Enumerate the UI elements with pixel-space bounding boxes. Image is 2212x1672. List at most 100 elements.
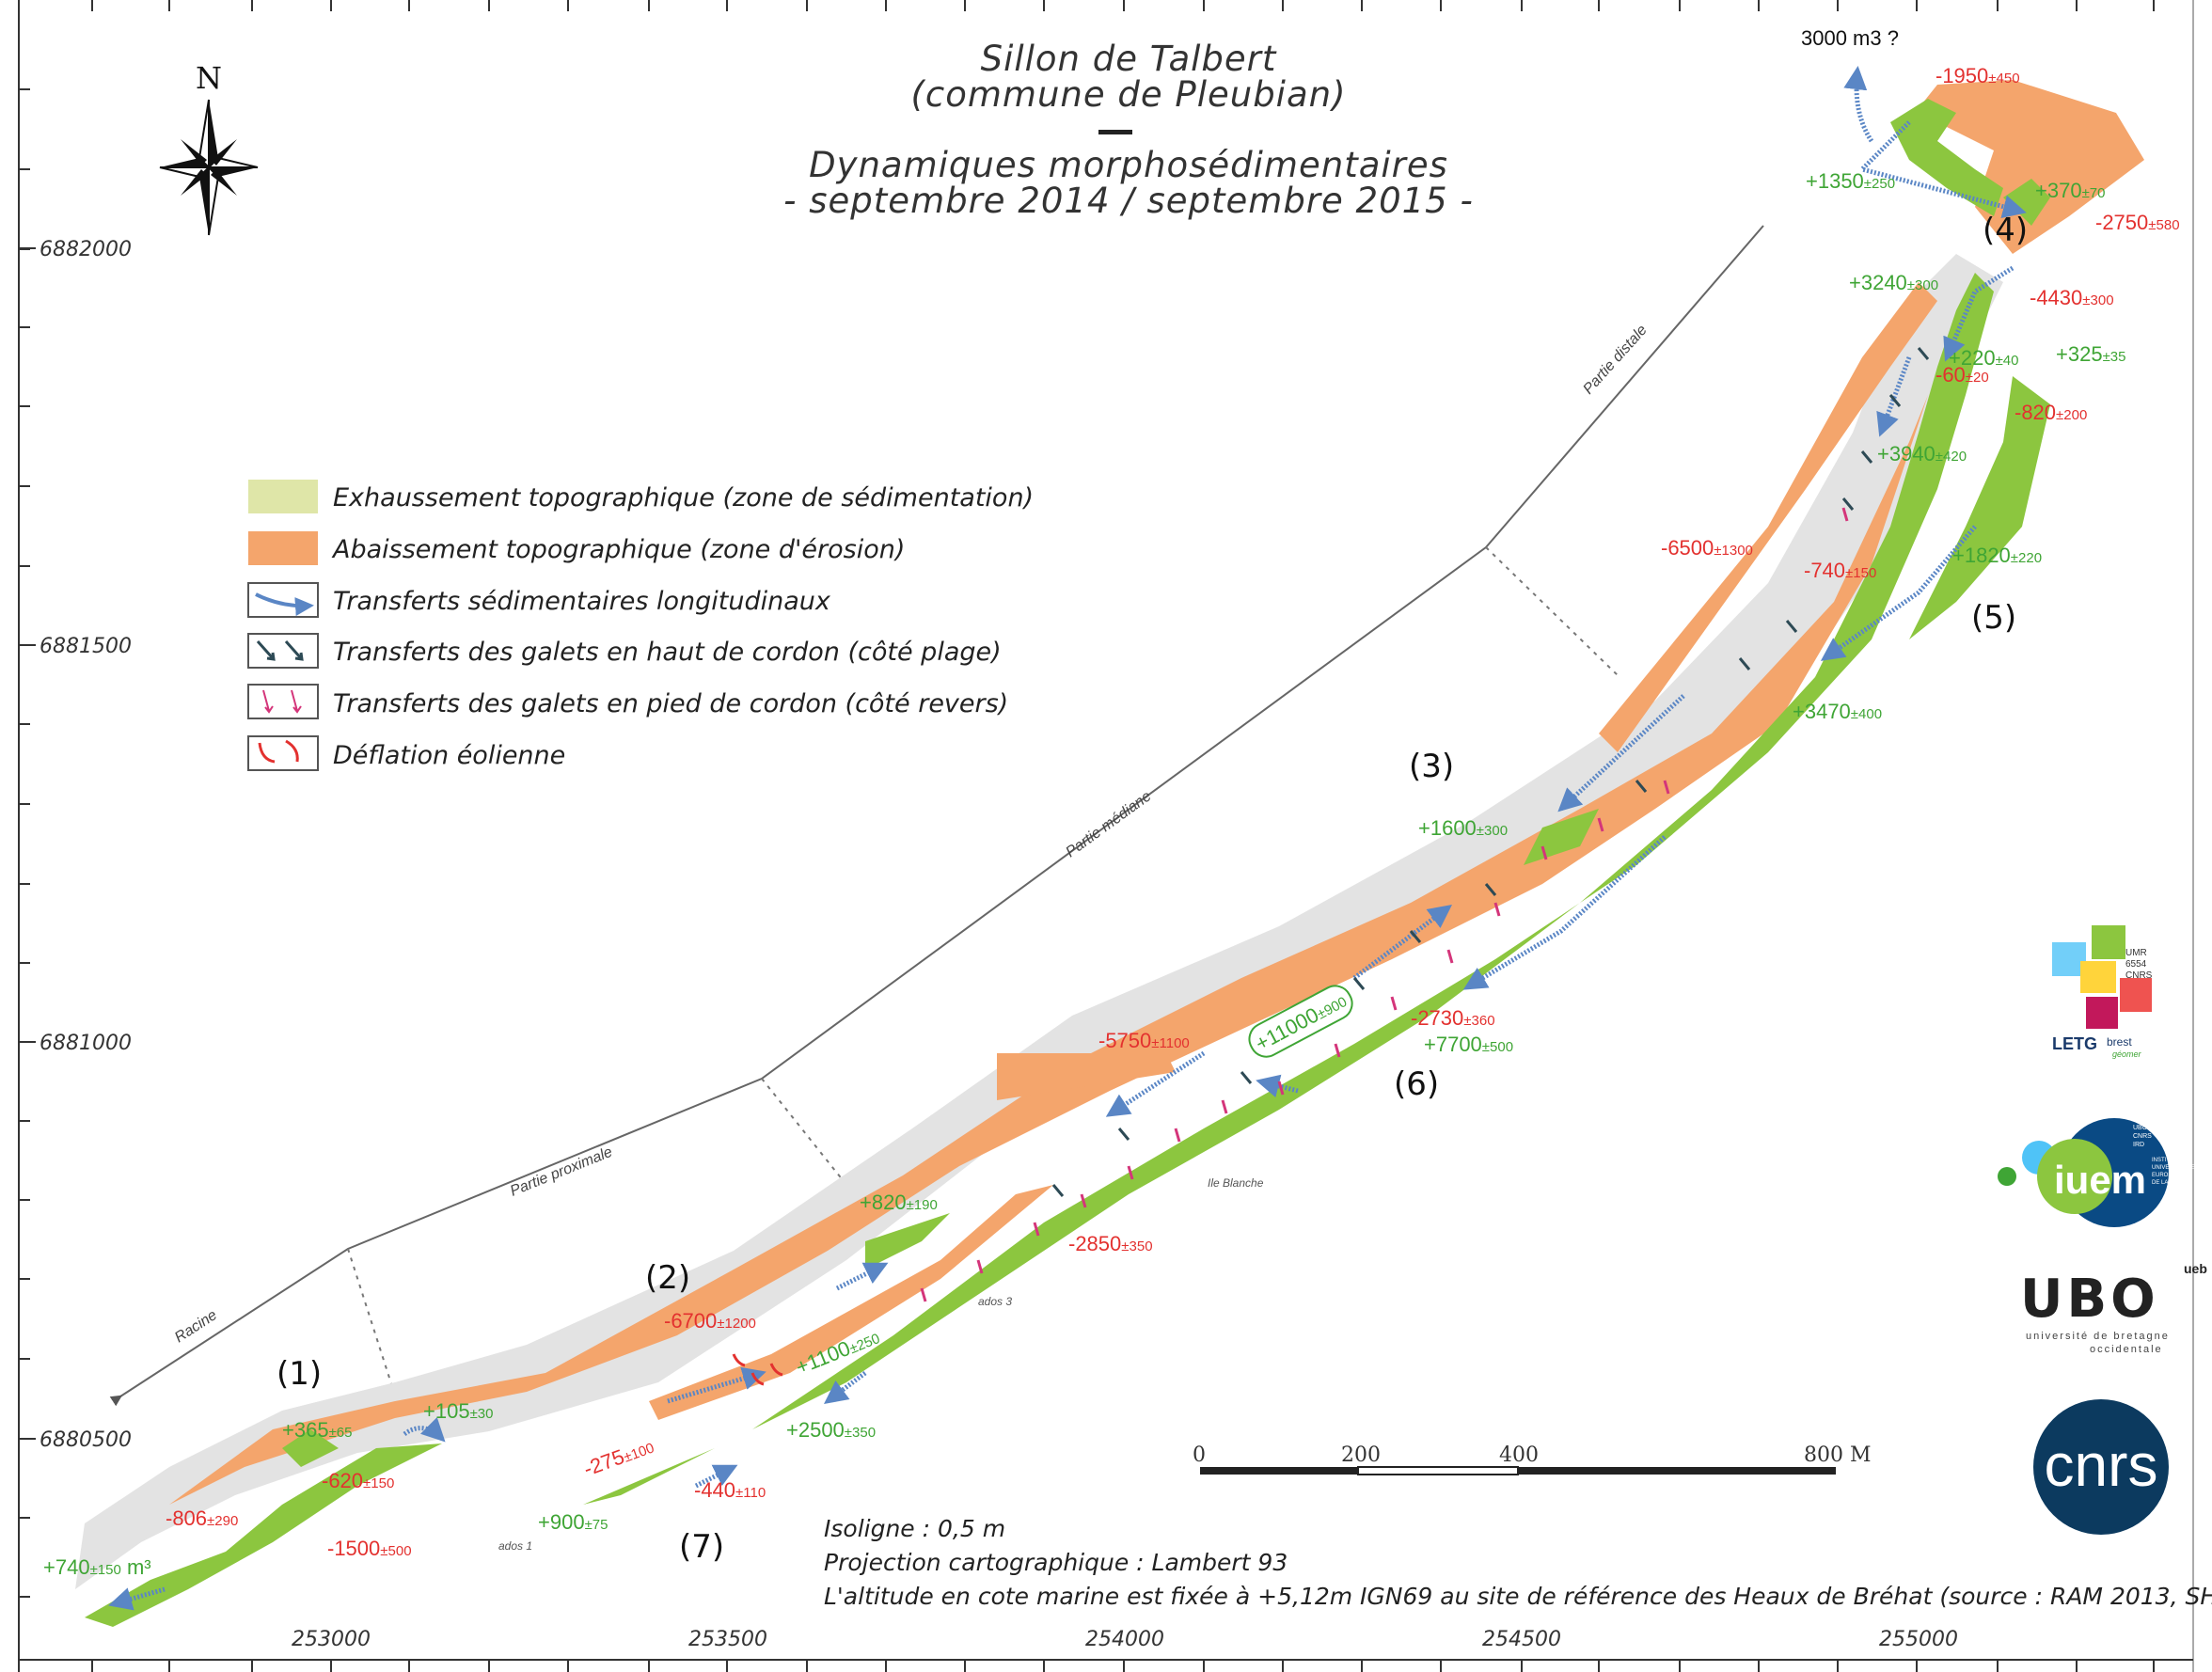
ubo-text: occidentale bbox=[2090, 1344, 2163, 1355]
value-label: +220±40 bbox=[1949, 346, 2018, 370]
value-label: +3470±400 bbox=[1793, 700, 1882, 723]
iuem-name: iuem bbox=[2054, 1158, 2146, 1202]
value-label: +3240±300 bbox=[1849, 271, 1938, 294]
value-label: -6700±1200 bbox=[664, 1309, 756, 1333]
iuem-text: DE LA MER bbox=[2152, 1180, 2183, 1186]
x-axis-labels: 253000 253500 254000 254500 255000 bbox=[292, 1628, 1958, 1651]
y-label: 6882000 bbox=[40, 238, 132, 261]
zone-numbers: (1) (2) (3) (4) (5) (6) (7) bbox=[276, 212, 2028, 1566]
note-line: L'altitude en cote marine est fixée à +5… bbox=[824, 1583, 2212, 1610]
section-label: Racine bbox=[172, 1307, 220, 1346]
note-line: Projection cartographique : Lambert 93 bbox=[824, 1549, 1288, 1576]
place-label: ados 3 bbox=[978, 1295, 1012, 1308]
volume-labels: 3000 m3 ? -1950±450 +1350±250 +370±70 -2… bbox=[43, 26, 2180, 1579]
x-label: 255000 bbox=[1879, 1628, 1958, 1651]
value-label: -440±110 bbox=[694, 1478, 766, 1502]
y-label: 6881000 bbox=[40, 1032, 132, 1055]
place-label: Ile Blanche bbox=[1208, 1176, 1264, 1190]
value-label: -740±150 bbox=[1804, 559, 1876, 582]
section-label: Partie distale bbox=[1580, 322, 1651, 397]
title-line: Sillon de Talbert bbox=[981, 39, 1277, 79]
value-label: -806±290 bbox=[166, 1506, 238, 1530]
green-area-swatch bbox=[248, 480, 318, 513]
orange-area-swatch bbox=[248, 531, 318, 565]
ubo-name: UBO bbox=[2020, 1269, 2159, 1330]
ubo-badge: ueb bbox=[2184, 1261, 2207, 1276]
value-label: +740±150 m³ bbox=[43, 1555, 151, 1579]
title-line: (commune de Pleubian) bbox=[910, 74, 1346, 115]
zone-number: (2) bbox=[645, 1259, 690, 1297]
ubo-text: université de bretagne bbox=[2026, 1331, 2170, 1342]
cnrs-name: cnrs bbox=[2045, 1431, 2158, 1499]
ubo-logo: UBO ueb université de bretagne occidenta… bbox=[2020, 1261, 2207, 1355]
value-label: +370±70 bbox=[2035, 179, 2105, 202]
value-label: +105±30 bbox=[423, 1399, 493, 1423]
title-line: - septembre 2014 / septembre 2015 - bbox=[783, 181, 1474, 221]
scale-bar: 0 200 400 800 M bbox=[1193, 1443, 1872, 1475]
value-label: -2750±580 bbox=[2095, 211, 2180, 234]
legend-label: Exhaussement topographique (zone de sédi… bbox=[333, 483, 1034, 513]
zone-number: (5) bbox=[1971, 599, 2016, 637]
scale-label: 800 M bbox=[1804, 1443, 1872, 1467]
letg-text: UMR bbox=[2125, 948, 2147, 958]
letg-sub: brest bbox=[2107, 1035, 2132, 1049]
pink-arrow-icon bbox=[247, 684, 319, 719]
y-label: 6881500 bbox=[40, 635, 132, 658]
title-line: Dynamiques morphosédimentaires bbox=[809, 145, 1448, 185]
letg-name: LETG bbox=[2052, 1034, 2097, 1053]
zone-number: (3) bbox=[1409, 748, 1454, 785]
north-arrow-icon: N bbox=[159, 60, 259, 236]
pebble-transfer-arrows bbox=[732, 347, 1930, 1386]
value-label: -275±100 bbox=[580, 1434, 656, 1481]
spit-body bbox=[75, 80, 2144, 1627]
value-label: +365±65 bbox=[282, 1418, 352, 1442]
letg-logo: UMR 6554 CNRS LETG brest géomer bbox=[2052, 925, 2153, 1059]
note-line: Isoligne : 0,5 m bbox=[824, 1515, 1005, 1542]
value-label: -1500±500 bbox=[327, 1537, 412, 1560]
value-label: +900±75 bbox=[538, 1510, 608, 1534]
x-label: 254000 bbox=[1085, 1628, 1164, 1651]
value-label: -620±150 bbox=[322, 1469, 394, 1492]
zone-number: (7) bbox=[679, 1528, 724, 1566]
value-label: +3940±420 bbox=[1877, 442, 1967, 465]
scale-label: 400 bbox=[1499, 1443, 1539, 1467]
blue-arrow-icon bbox=[247, 582, 319, 618]
map-notes: Isoligne : 0,5 m Projection cartographiq… bbox=[824, 1515, 2212, 1610]
value-label: -60±20 bbox=[1936, 363, 1989, 386]
legend-label: Transferts sédimentaires longitudinaux bbox=[333, 587, 831, 616]
value-label: -2730±360 bbox=[1411, 1006, 1495, 1030]
value-label: +1600±300 bbox=[1418, 816, 1508, 840]
value-label: +325±35 bbox=[2056, 342, 2125, 366]
zone-number: (4) bbox=[1983, 212, 2028, 249]
section-label: Partie médiane bbox=[1063, 788, 1154, 860]
x-label: 254500 bbox=[1482, 1628, 1561, 1651]
value-label: +820±190 bbox=[860, 1191, 938, 1214]
x-label: 253000 bbox=[292, 1628, 371, 1651]
letg-text: 6554 bbox=[2125, 959, 2147, 970]
value-label: -820±200 bbox=[2014, 401, 2087, 424]
legend-label: Abaissement topographique (zone d'érosio… bbox=[331, 535, 905, 564]
place-label: ados 1 bbox=[498, 1539, 532, 1553]
value-label: -1950±450 bbox=[1936, 64, 2020, 87]
letg-text: CNRS bbox=[2125, 970, 2153, 981]
zone-number: (6) bbox=[1394, 1065, 1439, 1103]
map-title: Sillon de Talbert (commune de Pleubian) … bbox=[783, 39, 1474, 221]
iuem-text: UNIVERSITAIRE bbox=[2152, 1165, 2195, 1171]
x-label: 253500 bbox=[688, 1628, 767, 1651]
iuem-text: EUROPEEN bbox=[2152, 1173, 2184, 1178]
section-label: Partie proximale bbox=[508, 1144, 615, 1200]
value-label: -2850±350 bbox=[1068, 1232, 1153, 1255]
value-label: -5750±1100 bbox=[1098, 1029, 1190, 1052]
iuem-logo: iuem UBO CNRS IRD INSTITUT UNIVERSITAIRE… bbox=[1998, 1118, 2195, 1227]
title-divider bbox=[1098, 130, 1132, 134]
scale-label: 200 bbox=[1341, 1443, 1381, 1467]
scale-label: 0 bbox=[1193, 1443, 1206, 1467]
iuem-text: IRD bbox=[2133, 1142, 2144, 1148]
value-label: +7700±500 bbox=[1424, 1033, 1513, 1056]
legend: Exhaussement topographique (zone de sédi… bbox=[247, 480, 1034, 771]
value-label: +1350±250 bbox=[1806, 169, 1895, 193]
iuem-text: UBO bbox=[2133, 1125, 2148, 1131]
legend-label: Transferts des galets en haut de cordon … bbox=[333, 638, 1002, 667]
y-axis-labels: 6882000 6881500 6881000 6880500 bbox=[19, 238, 132, 1452]
